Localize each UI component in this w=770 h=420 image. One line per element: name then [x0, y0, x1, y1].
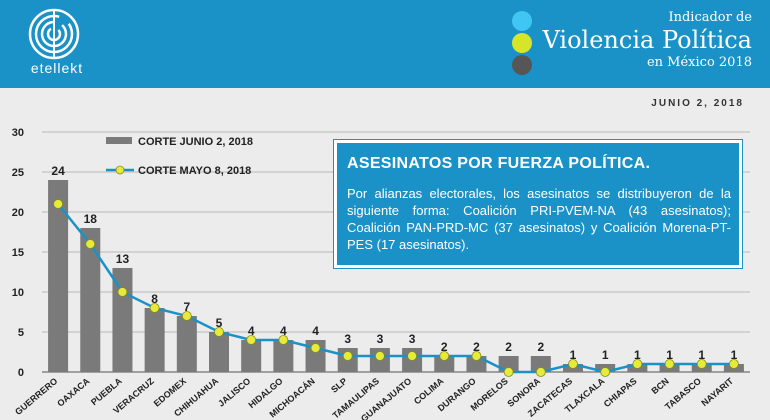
line-point	[407, 351, 417, 361]
line-point	[503, 367, 514, 377]
line-point	[632, 359, 643, 369]
x-tick-label: TABASCO	[663, 376, 703, 412]
bar-value-label: 2	[505, 340, 512, 354]
bar-value-label: 1	[698, 348, 705, 362]
line-point	[375, 351, 385, 361]
bar-value-label: 4	[280, 324, 287, 338]
line-point	[214, 327, 224, 337]
bar-value-label: 7	[183, 300, 190, 314]
bar-value-label: 3	[409, 332, 416, 346]
line-point	[729, 359, 739, 369]
line-point	[246, 335, 257, 345]
series-line-mayo	[57, 203, 734, 374]
line-point	[342, 351, 353, 361]
bar-value-label: 3	[377, 332, 384, 346]
bar-value-label: 1	[570, 348, 577, 362]
y-tick-label: 5	[18, 327, 24, 339]
bar	[176, 316, 197, 372]
bar-value-label: 24	[51, 164, 65, 178]
bar-value-label: 1	[634, 348, 641, 362]
bar-value-label: 4	[248, 324, 255, 338]
bar-value-label: 5	[216, 316, 223, 330]
bar-value-label: 13	[116, 252, 130, 266]
y-tick-label: 15	[12, 247, 24, 259]
bar	[498, 356, 519, 372]
dot-blue-icon	[512, 11, 532, 31]
y-tick-label: 10	[12, 287, 24, 299]
y-tick-label: 20	[12, 207, 24, 219]
line-point	[471, 351, 482, 361]
legend-bar-swatch	[106, 137, 132, 144]
line-point	[310, 343, 321, 353]
bar-value-label: 1	[731, 348, 738, 362]
bar-value-label: 18	[84, 212, 98, 226]
line-point	[568, 359, 578, 369]
line-point	[664, 359, 675, 369]
y-tick-label: 25	[12, 167, 24, 179]
y-tick-label: 30	[12, 127, 24, 139]
info-text: Por alianzas electorales, los asesinatos…	[347, 186, 731, 252]
line-point	[439, 351, 450, 361]
info-box: ASESINATOS POR FUERZA POLÍTICA. Por alia…	[334, 140, 742, 268]
x-tick-label: NAYARIT	[699, 376, 735, 409]
indicator-dots	[512, 11, 534, 77]
legend-line-marker	[115, 165, 125, 175]
bar-value-label: 2	[473, 340, 480, 354]
legend-line-label: CORTE MAYO 8, 2018	[138, 165, 251, 177]
bar	[434, 356, 455, 372]
bar	[530, 356, 551, 372]
y-tick-label: 0	[18, 367, 24, 379]
info-title: ASESINATOS POR FUERZA POLÍTICA.	[347, 155, 651, 172]
bar-value-label: 3	[344, 332, 351, 346]
logo-maze-icon	[28, 8, 80, 60]
x-tick-label: CHIAPAS	[602, 376, 639, 409]
line-point	[53, 199, 63, 209]
x-tick-label: OAXACA	[55, 376, 92, 409]
bar-value-label: 2	[441, 340, 448, 354]
bar	[144, 308, 165, 372]
bar-value-label: 8	[151, 292, 158, 306]
bar-value-label: 2	[537, 340, 544, 354]
line-point	[117, 287, 128, 297]
line-point	[85, 239, 96, 249]
bar	[241, 340, 262, 372]
x-tick-label: GUERRERO	[13, 376, 59, 417]
line-point	[696, 359, 707, 369]
bar	[80, 228, 101, 372]
bar-value-label: 4	[312, 324, 319, 338]
line-point	[181, 311, 192, 321]
header-banner: etellekt Indicador de Violencia Política…	[0, 0, 770, 88]
bar-value-label: 1	[666, 348, 673, 362]
bar	[466, 356, 487, 372]
bar	[48, 180, 69, 372]
report-date: JUNIO 2, 2018	[651, 98, 744, 109]
dot-yellow-icon	[512, 33, 532, 53]
logo-text: etellekt	[30, 60, 84, 76]
line-point	[149, 303, 160, 313]
line-point	[535, 367, 546, 377]
bar-value-label: 1	[602, 348, 609, 362]
x-tick-label: BCN	[649, 376, 670, 396]
x-tick-label: SLP	[329, 376, 349, 395]
dot-gray-icon	[512, 55, 532, 75]
bar	[273, 340, 294, 372]
indicator-title: Indicador de Violencia Política en Méxic…	[543, 10, 752, 70]
legend-bar-label: CORTE JUNIO 2, 2018	[138, 136, 253, 148]
line-point	[278, 335, 289, 345]
indicator-line3: en México 2018	[646, 55, 752, 70]
indicator-line2: Violencia Política	[542, 26, 752, 54]
line-point	[600, 367, 611, 377]
bar	[209, 332, 229, 372]
indicator-line1: Indicador de	[668, 10, 752, 25]
